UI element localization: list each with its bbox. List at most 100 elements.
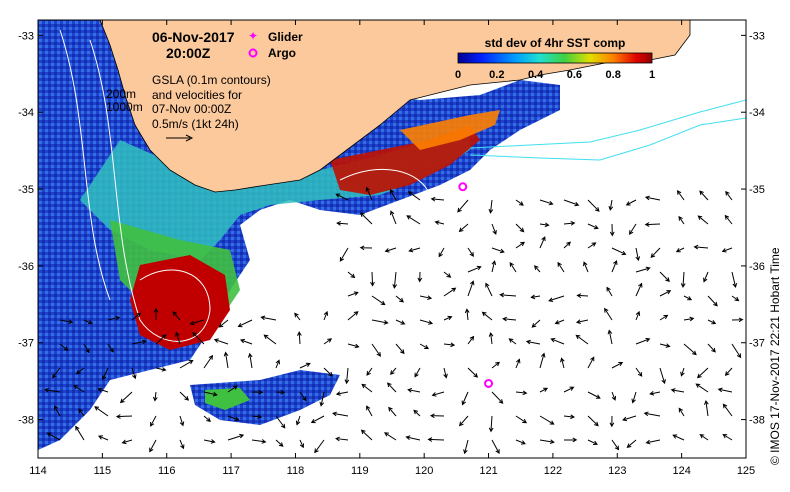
velocity-arrow [213, 338, 229, 345]
velocity-arrow [635, 247, 641, 262]
velocity-arrow [275, 415, 286, 429]
velocity-arrow [467, 367, 479, 378]
gsla-contour [339, 168, 431, 196]
velocity-arrow [335, 193, 349, 201]
velocity-arrow [179, 415, 185, 427]
velocity-arrow [659, 343, 671, 348]
map-time: 20:00Z [166, 45, 211, 61]
y-tick-label: -35 [18, 184, 34, 196]
velocity-arrow [611, 247, 627, 256]
velocity-arrow [97, 435, 109, 441]
velocity-arrow [699, 434, 709, 441]
velocity-arrow [370, 271, 375, 287]
legend-glider: ✦ Glider [248, 29, 303, 44]
velocity-arrow [227, 433, 245, 441]
velocity-arrow [386, 382, 397, 393]
velocity-arrow [299, 439, 305, 449]
velocity-arrow [499, 292, 517, 298]
x-axis: 114 115 116 117 118 119 120 121 122 123 124 125 [29, 20, 755, 477]
velocity-arrow [731, 317, 744, 323]
velocity-arrow [515, 223, 525, 233]
velocity-arrow [488, 331, 494, 345]
velocity-arrow [371, 295, 386, 306]
velocity-arrow [218, 319, 229, 328]
velocity-arrow [75, 367, 85, 375]
x-tick-label: 123 [608, 465, 626, 477]
velocity-arrow [731, 343, 742, 359]
velocity-arrow [102, 367, 109, 381]
velocity-arrow [609, 415, 615, 428]
velocity-arrow [347, 343, 360, 349]
velocity-arrow [491, 223, 497, 235]
velocity-arrow [251, 389, 264, 395]
velocity-arrow [678, 407, 685, 417]
colorbar-tick-label: 0 [455, 69, 461, 81]
velocity-arrow [361, 383, 373, 393]
velocity-arrow [94, 406, 109, 417]
velocity-arrow [408, 247, 421, 253]
velocity-arrow [609, 223, 615, 237]
velocity-arrow [332, 411, 349, 417]
velocity-arrow [622, 415, 637, 422]
isobath-line [469, 99, 746, 149]
velocity-arrow [488, 415, 494, 433]
colorbar-tick-label: 0.2 [489, 69, 504, 81]
velocity-arrow [458, 415, 469, 427]
sst-field-south-patch-warm [205, 388, 250, 410]
velocity-arrow [635, 266, 651, 273]
velocity-arrow [611, 391, 617, 401]
velocity-arrow [539, 387, 549, 393]
velocity-arrow [731, 295, 740, 302]
velocity-arrow [59, 319, 74, 325]
velocity-arrow [678, 215, 685, 225]
velocity-arrow [650, 247, 661, 258]
velocity-arrow [724, 367, 733, 377]
velocity-arrow [260, 315, 277, 321]
argo-marker [458, 182, 468, 192]
velocity-arrow [263, 334, 277, 345]
velocity-arrow [707, 343, 716, 353]
x-tick-label: 124 [672, 465, 690, 477]
velocity-arrow [488, 199, 494, 214]
velocity-arrow [606, 286, 613, 297]
velocity-arrow [725, 190, 733, 201]
velocity-arrow [223, 351, 229, 369]
velocity-arrow [695, 383, 709, 393]
velocity-arrow [44, 387, 61, 393]
velocity-arrow [294, 312, 301, 321]
argo-marker-icon [248, 48, 258, 58]
velocity-arrow [131, 367, 137, 380]
velocity-arrow [297, 331, 302, 345]
velocity-arrow [384, 432, 397, 441]
velocity-arrow [683, 295, 693, 301]
velocity-arrow [463, 439, 469, 455]
velocity-arrow [251, 439, 267, 444]
velocity-arrow [419, 319, 434, 325]
argo-marker [484, 378, 494, 388]
velocity-arrow [539, 439, 555, 445]
velocity-arrow [227, 385, 238, 393]
velocity-arrow [295, 415, 301, 426]
velocity-arrow [502, 316, 517, 322]
velocity-arrow [335, 436, 349, 442]
velocity-arrow [467, 280, 475, 297]
glider-marker-icon: ✦ [248, 29, 258, 43]
velocity-arrow [491, 361, 501, 369]
x-tick-label: 116 [158, 465, 176, 477]
velocity-arrow [275, 389, 286, 395]
velocity-arrow [515, 358, 521, 369]
velocity-arrow [149, 439, 157, 453]
y-tick-label-right: -38 [749, 415, 765, 427]
velocity-arrow [413, 409, 421, 417]
velocity-arrow [645, 439, 661, 445]
velocity-arrow [515, 390, 528, 396]
velocity-arrow [539, 415, 555, 425]
sst-field-orange [400, 110, 500, 150]
x-tick-label: 115 [94, 465, 112, 477]
velocity-arrow [83, 319, 93, 325]
velocity-arrow [491, 391, 504, 404]
velocity-arrow [587, 199, 600, 212]
velocity-arrow [576, 293, 589, 298]
velocity-arrow [644, 195, 661, 201]
velocity-arrow [360, 212, 373, 225]
